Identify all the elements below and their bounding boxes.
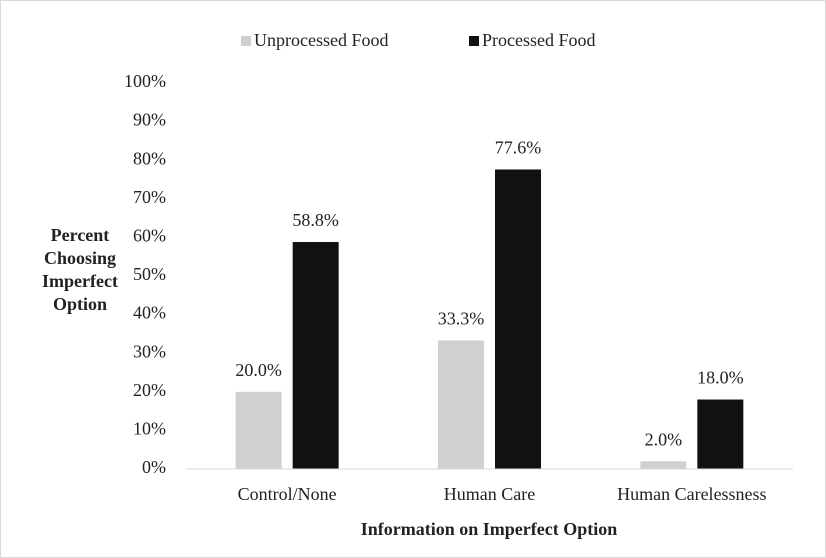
data-label: 58.8% — [292, 210, 339, 230]
legend-swatch — [469, 36, 479, 46]
bar — [292, 242, 339, 469]
y-tick-label: 60% — [133, 226, 166, 246]
bar — [697, 399, 744, 469]
data-label: 33.3% — [438, 309, 485, 329]
x-tick-label: Control/None — [238, 484, 337, 504]
x-axis-label: Information on Imperfect Option — [361, 519, 617, 539]
data-label: 77.6% — [495, 138, 542, 158]
bar — [438, 340, 484, 469]
y-tick-label: 0% — [142, 457, 166, 477]
y-tick-label: 100% — [124, 71, 166, 91]
data-label: 20.0% — [235, 360, 282, 380]
y-tick-label: 70% — [133, 187, 166, 207]
y-tick-label: 50% — [133, 264, 166, 284]
y-tick-label: 30% — [133, 341, 166, 361]
bar — [235, 391, 282, 469]
y-tick-label: 10% — [133, 419, 166, 439]
y-axis-label: Option — [53, 294, 107, 314]
legend-label: Processed Food — [482, 30, 596, 50]
y-axis-label: Choosing — [44, 248, 116, 268]
bar — [640, 461, 687, 469]
data-label: 2.0% — [645, 429, 683, 449]
y-tick-label: 40% — [133, 303, 166, 323]
bar — [495, 169, 541, 470]
legend-swatch — [241, 36, 251, 46]
x-tick-label: Human Carelessness — [617, 484, 766, 504]
data-label: 18.0% — [697, 368, 744, 388]
legend-label: Unprocessed Food — [254, 30, 388, 50]
y-tick-label: 20% — [133, 380, 166, 400]
x-tick-label: Human Care — [444, 484, 535, 504]
y-tick-label: 90% — [133, 110, 166, 130]
y-axis-label: Percent — [51, 225, 110, 245]
y-tick-label: 80% — [133, 148, 166, 168]
y-axis-label: Imperfect — [42, 271, 118, 291]
